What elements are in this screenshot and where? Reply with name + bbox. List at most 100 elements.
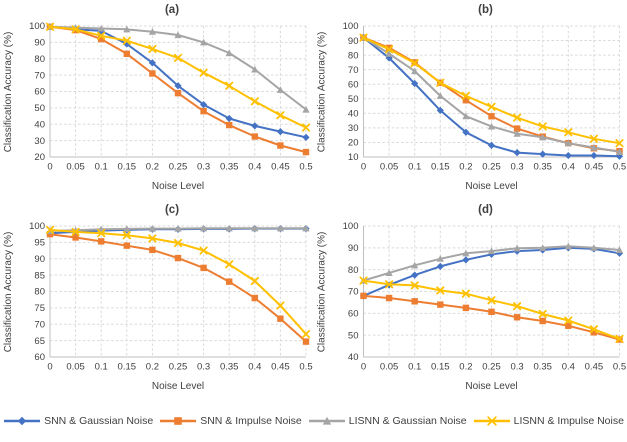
x-marker-icon bbox=[359, 33, 368, 42]
x-tick-label: 0.2 bbox=[459, 162, 472, 173]
y-tick-label: 65 bbox=[34, 336, 45, 347]
square-marker-icon bbox=[72, 234, 79, 241]
y-tick-label: 70 bbox=[34, 70, 45, 81]
x-tick-label: 0.05 bbox=[66, 162, 85, 173]
y-tick-label: 90 bbox=[348, 36, 359, 47]
x-tick-label: 0.2 bbox=[459, 362, 472, 373]
x-tick-label: 0.4 bbox=[248, 162, 261, 173]
gridlines: 20 30 40 50 60 70 80 90 100 0 0.05 0.1 0.15 0.2 0.25 0.… bbox=[29, 21, 312, 172]
square-marker-icon bbox=[277, 142, 284, 149]
square-marker-icon bbox=[385, 294, 393, 302]
x-marker-icon bbox=[276, 111, 285, 120]
diamond-marker-icon bbox=[436, 262, 444, 270]
x-tick-label: 0.35 bbox=[533, 362, 552, 373]
x-marker-icon bbox=[148, 44, 157, 54]
x-tick-label: 0.45 bbox=[585, 162, 604, 173]
y-tick-label: 10 bbox=[348, 152, 359, 163]
x-tick-label: 0.25 bbox=[169, 362, 188, 373]
chart-c-y-axis-label: Classification Accuracy (%) bbox=[3, 232, 14, 353]
diamond-marker-icon bbox=[251, 122, 259, 130]
x-tick-label: 0.5 bbox=[613, 162, 626, 173]
y-tick-label: 40 bbox=[34, 119, 45, 130]
legend-item-lisnn-gaussian: LISNN & Gaussian Noise bbox=[308, 415, 467, 427]
x-tick-label: 0.05 bbox=[380, 162, 399, 173]
legend-label-snn-impulse: SNN & Impulse Noise bbox=[200, 415, 302, 427]
square-marker-icon bbox=[46, 230, 54, 238]
chart-b-plot-area: 10 20 30 40 50 60 70 80 90 100 0 0.05 0.1 0.15 0.2 0.25… bbox=[343, 21, 626, 172]
y-tick-label: 70 bbox=[348, 287, 359, 298]
legend-label-snn-gaussian: SNN & Gaussian Noise bbox=[44, 415, 154, 427]
x-marker-icon bbox=[538, 309, 547, 319]
x-tick-label: 0.3 bbox=[197, 362, 210, 373]
triangle-marker-icon bbox=[590, 244, 598, 251]
x-tick-label: 0.05 bbox=[380, 362, 399, 373]
charts-grid: (a) Classification Accuracy (%) Noise Le… bbox=[0, 0, 627, 400]
chart-a-plot-area: 20 30 40 50 60 70 80 90 100 0 0.05 0.1 0.15 0.2 0.25 0.… bbox=[29, 21, 312, 172]
x-marker-icon bbox=[301, 329, 311, 339]
x-tick-label: 0.5 bbox=[299, 362, 312, 373]
triangle-marker-icon bbox=[148, 225, 156, 232]
y-tick-label: 60 bbox=[348, 79, 359, 90]
diamond-marker-icon bbox=[590, 151, 598, 160]
x-tick-label: 0 bbox=[47, 362, 52, 373]
triangle-marker-icon bbox=[513, 244, 521, 252]
x-marker-icon bbox=[487, 102, 496, 111]
chart-b-title: (b) bbox=[478, 4, 493, 16]
x-marker-icon bbox=[173, 238, 183, 248]
diamond-marker-icon bbox=[436, 106, 444, 115]
chart-a-canvas: (a) Classification Accuracy (%) Noise Le… bbox=[3, 4, 313, 192]
chart-b-x-axis-label: Noise Level bbox=[465, 181, 517, 192]
x-marker-icon bbox=[410, 59, 419, 68]
chart-b-y-axis-label: Classification Accuracy (%) bbox=[317, 32, 328, 153]
y-tick-label: 90 bbox=[34, 254, 45, 265]
square-marker-icon bbox=[174, 417, 183, 425]
y-tick-label: 60 bbox=[34, 87, 45, 98]
series-x bbox=[45, 225, 311, 339]
x-tick-label: 0 bbox=[361, 362, 366, 373]
x-marker-icon bbox=[173, 53, 183, 63]
square-marker-icon bbox=[226, 121, 233, 129]
legend-label-lisnn-impulse: LISNN & Impulse Noise bbox=[513, 415, 624, 427]
diamond-marker-icon bbox=[539, 150, 547, 158]
square-marker-icon bbox=[462, 97, 470, 104]
y-tick-label: 40 bbox=[348, 352, 359, 363]
x-marker-icon bbox=[199, 68, 208, 77]
x-tick-label: 0.3 bbox=[197, 162, 210, 173]
gridlines: 10 20 30 40 50 60 70 80 90 100 0 0.05 0.1 0.15 0.2 0.25… bbox=[343, 21, 626, 172]
chart-d-x-axis-label: Noise Level bbox=[465, 381, 517, 392]
square-marker-icon bbox=[251, 133, 258, 140]
x-marker-icon bbox=[513, 113, 522, 122]
square-marker-icon bbox=[488, 113, 495, 120]
triangle-marker-icon bbox=[615, 246, 624, 254]
chart-b-canvas: (b) Classification Accuracy (%) Noise Le… bbox=[317, 4, 627, 192]
triangle-marker-icon bbox=[539, 244, 547, 251]
x-marker-icon bbox=[486, 416, 497, 426]
chart-panel-c: (c) Classification Accuracy (%) Noise Le… bbox=[0, 200, 313, 400]
x-marker-icon bbox=[71, 25, 80, 34]
chart-legend: SNN & Gaussian Noise SNN & Impulse Noise… bbox=[0, 400, 627, 442]
x-marker-icon bbox=[122, 36, 131, 45]
square-marker-icon bbox=[277, 315, 284, 322]
series-square bbox=[360, 292, 623, 343]
series-x bbox=[45, 22, 311, 132]
x-marker-icon bbox=[45, 22, 55, 31]
diamond-marker-icon bbox=[487, 141, 496, 149]
diamond-marker-icon bbox=[302, 133, 310, 141]
x-tick-label: 0.35 bbox=[220, 162, 239, 173]
legend-item-snn-impulse: SNN & Impulse Noise bbox=[159, 415, 302, 427]
diamond-marker-icon bbox=[462, 256, 470, 264]
y-tick-label: 70 bbox=[34, 319, 45, 330]
square-marker-icon bbox=[123, 50, 130, 58]
square-marker-icon bbox=[98, 238, 105, 245]
square-marker-icon bbox=[149, 70, 156, 77]
x-tick-label: 0.1 bbox=[95, 162, 108, 173]
triangle-marker-icon bbox=[564, 242, 572, 250]
triangle-marker-icon bbox=[200, 224, 208, 232]
series-triangle bbox=[359, 242, 624, 284]
x-marker-icon bbox=[199, 246, 208, 255]
chart-panel-a: (a) Classification Accuracy (%) Noise Le… bbox=[0, 0, 313, 200]
x-tick-label: 0.1 bbox=[95, 362, 108, 373]
x-marker-icon bbox=[250, 97, 259, 106]
x-marker-icon bbox=[97, 31, 106, 40]
x-tick-label: 0.35 bbox=[533, 162, 552, 173]
